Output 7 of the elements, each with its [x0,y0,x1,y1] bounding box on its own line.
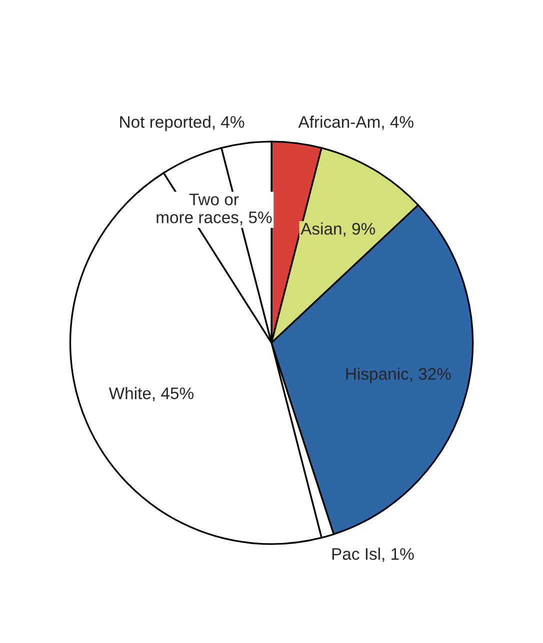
slice-label: African-Am, 4% [298,116,414,130]
slice-label: Hispanic, 32% [346,368,451,384]
slice-label: Not reported, 4% [120,116,244,132]
slice-label: White, 45% [108,386,194,402]
slice-label: Asian, 9% [300,222,376,237]
slice-label: Pac Isl, 1% [332,548,414,562]
slice-label: Two or more races, 5% [156,194,272,226]
